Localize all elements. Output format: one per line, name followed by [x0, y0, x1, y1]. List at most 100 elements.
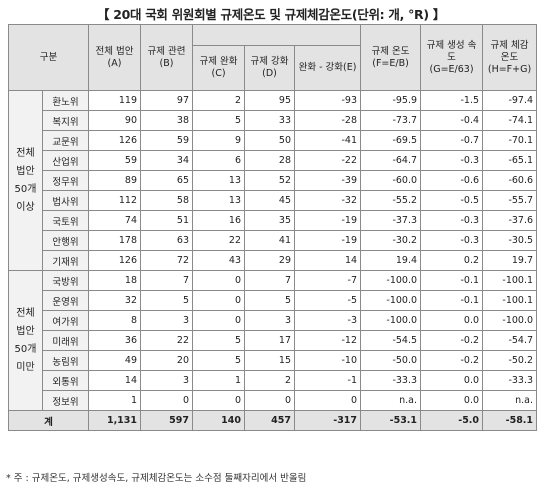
- table-body: 전체 법안 50개 이상 환노위 119 97 2 95 -93 -95.9 -1.5 -97.4…: [7, 90, 538, 431]
- cell-d: 50: [244, 130, 296, 151]
- total-cell-h: -58.1: [482, 410, 538, 431]
- cell-b: 3: [140, 370, 194, 391]
- cell-g: 0.2: [420, 250, 484, 271]
- cell-c: 22: [192, 230, 246, 251]
- total-cell-g: -5.0: [420, 410, 484, 431]
- cell-a: 112: [88, 190, 142, 211]
- table-row: 산업위 59 34 6 28 -22 -64.7 -0.3 -65.1: [9, 150, 538, 171]
- total-cell-f: -53.1: [360, 410, 422, 431]
- cell-g: -0.7: [420, 130, 484, 151]
- header-strengthen: 규제 강화(D): [244, 45, 296, 91]
- cell-f: -69.5: [360, 130, 422, 151]
- cell-e: -22: [294, 150, 362, 171]
- cell-a: 14: [88, 370, 142, 391]
- cell-e: -39: [294, 170, 362, 191]
- cell-b: 58: [140, 190, 194, 211]
- cell-f: -100.0: [360, 270, 422, 291]
- cell-e: -41: [294, 130, 362, 151]
- cell-b: 3: [140, 310, 194, 331]
- table-row: 복지위 90 38 5 33 -28 -73.7 -0.4 -74.1: [9, 110, 538, 131]
- header-relax-minus-strengthen: 완화 - 강화(E): [294, 45, 362, 91]
- total-cell-d: 457: [244, 410, 296, 431]
- cell-c: 0: [192, 390, 246, 411]
- cell-a: 126: [88, 250, 142, 271]
- cell-f: -37.3: [360, 210, 422, 231]
- cell-c: 13: [192, 190, 246, 211]
- cell-h: -50.2: [482, 350, 538, 371]
- committee-name: 미래위: [41, 330, 90, 351]
- cell-h: -100.0: [482, 310, 538, 331]
- cell-e: -19: [294, 230, 362, 251]
- cell-e: -19: [294, 210, 362, 231]
- table-row: 정무위 89 65 13 52 -39 -60.0 -0.6 -60.6: [9, 170, 538, 191]
- committee-name: 복지위: [41, 110, 90, 131]
- cell-e: -10: [294, 350, 362, 371]
- cell-d: 52: [244, 170, 296, 191]
- cell-h: -65.1: [482, 150, 538, 171]
- cell-e: -1: [294, 370, 362, 391]
- table-row: 교문위 126 59 9 50 -41 -69.5 -0.7 -70.1: [9, 130, 538, 151]
- cell-c: 5: [192, 330, 246, 351]
- cell-f: -50.0: [360, 350, 422, 371]
- committee-name: 산업위: [41, 150, 90, 171]
- cell-c: 5: [192, 110, 246, 131]
- cell-f: 19.4: [360, 250, 422, 271]
- total-cell-c: 140: [192, 410, 246, 431]
- cell-a: 18: [88, 270, 142, 291]
- cell-e: -3: [294, 310, 362, 331]
- cell-b: 72: [140, 250, 194, 271]
- cell-f: -54.5: [360, 330, 422, 351]
- cell-c: 2: [192, 90, 246, 111]
- cell-h: -97.4: [482, 90, 538, 111]
- cell-f: -100.0: [360, 290, 422, 311]
- cell-c: 9: [192, 130, 246, 151]
- cell-g: -0.1: [420, 270, 484, 291]
- cell-f: n.a.: [360, 390, 422, 411]
- cell-d: 2: [244, 370, 296, 391]
- table-row: 법사위 112 58 13 45 -32 -55.2 -0.5 -55.7: [9, 190, 538, 211]
- cell-c: 13: [192, 170, 246, 191]
- header-relax: 규제 완화(C): [192, 45, 246, 91]
- cell-e: -28: [294, 110, 362, 131]
- cell-h: -55.7: [482, 190, 538, 211]
- cell-b: 51: [140, 210, 194, 231]
- cell-h: -100.1: [482, 290, 538, 311]
- cell-g: -0.3: [420, 150, 484, 171]
- table-row: 전체 법안 50개 이상 환노위 119 97 2 95 -93 -95.9 -1.5 -97.4: [8, 90, 538, 271]
- cell-h: -100.1: [482, 270, 538, 291]
- committee-name: 안행위: [41, 230, 90, 251]
- header-gubun: 구분: [7, 24, 90, 91]
- header-group-spacer: [192, 24, 362, 46]
- cell-e: 0: [294, 390, 362, 411]
- cell-c: 1: [192, 370, 246, 391]
- cell-b: 34: [140, 150, 194, 171]
- cell-h: -60.6: [482, 170, 538, 191]
- committee-name: 국토위: [41, 210, 90, 231]
- cell-e: -7: [294, 270, 362, 291]
- cell-b: 59: [140, 130, 194, 151]
- committee-name: 환노위: [41, 90, 90, 111]
- cell-d: 35: [244, 210, 296, 231]
- cell-a: 8: [88, 310, 142, 331]
- cell-h: -74.1: [482, 110, 538, 131]
- cell-h: n.a.: [482, 390, 538, 411]
- cell-f: -30.2: [360, 230, 422, 251]
- cell-d: 28: [244, 150, 296, 171]
- cell-a: 89: [88, 170, 142, 191]
- total-cell-e: -317: [294, 410, 362, 431]
- cell-f: -95.9: [360, 90, 422, 111]
- cell-b: 63: [140, 230, 194, 251]
- group-label: 전체 법안 50개 이상: [8, 90, 43, 271]
- cell-b: 65: [140, 170, 194, 191]
- cell-c: 0: [192, 270, 246, 291]
- cell-g: -0.4: [420, 110, 484, 131]
- cell-h: -54.7: [482, 330, 538, 351]
- cell-g: -0.1: [420, 290, 484, 311]
- table-row: 안행위 178 63 22 41 -19 -30.2 -0.3 -30.5: [9, 230, 538, 251]
- committee-name: 농림위: [41, 350, 90, 371]
- cell-b: 5: [140, 290, 194, 311]
- total-cell-b: 597: [140, 410, 194, 431]
- table-row: 외통위 14 3 1 2 -1 -33.3 0.0 -33.3: [9, 370, 538, 391]
- cell-b: 22: [140, 330, 194, 351]
- cell-a: 36: [88, 330, 142, 351]
